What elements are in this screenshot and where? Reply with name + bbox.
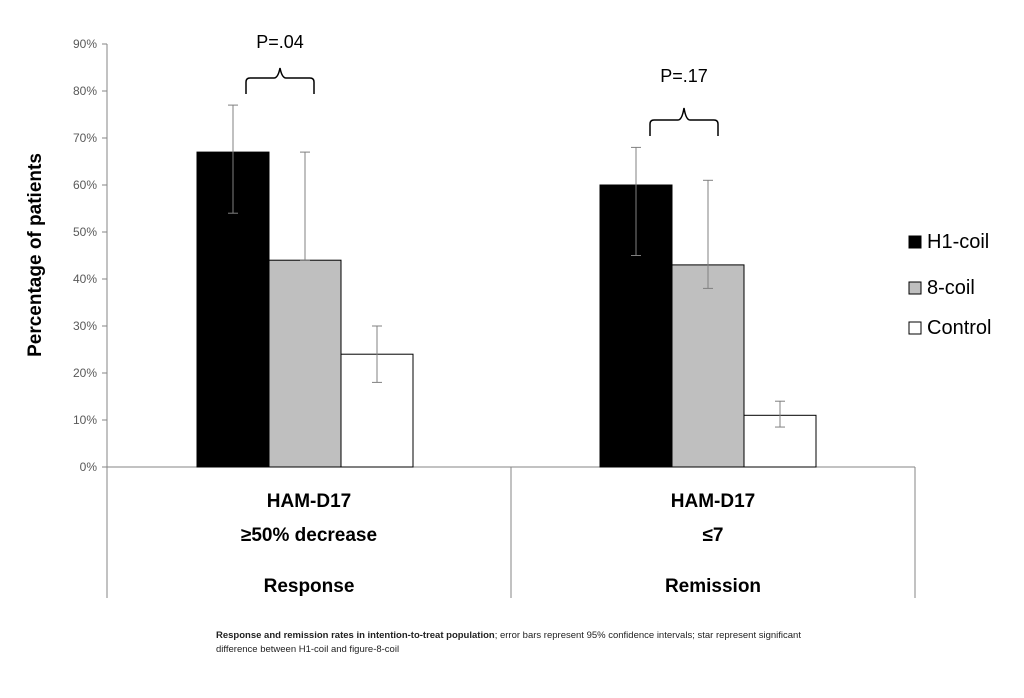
y-axis-title: Percentage of patients <box>25 153 46 357</box>
legend-swatch-h1-coil <box>908 235 922 249</box>
category-line1-label: HAM-D17 <box>267 491 351 512</box>
y-tick-label: 90% <box>73 37 97 51</box>
p-value-annotation: P=.17 <box>660 66 708 86</box>
y-tick-label: 80% <box>73 84 97 98</box>
category-line2-label: ≥50% decrease <box>241 525 377 546</box>
legend-label-h1-coil: H1-coil <box>927 231 989 253</box>
chart-labels: Percentage of patients HAM-D17 ≥50% decrea… <box>25 32 761 597</box>
p-value-annotation: P=.04 <box>256 32 304 52</box>
y-tick-label: 20% <box>73 366 97 380</box>
y-tick-label: 70% <box>73 131 97 145</box>
legend-swatch-control <box>908 321 922 335</box>
y-tick-label: 30% <box>73 319 97 333</box>
category-line1-label: HAM-D17 <box>671 491 755 512</box>
legend-label-8-coil: 8-coil <box>927 277 975 299</box>
legend: H1-coil 8-coil Control <box>908 231 991 339</box>
y-tick-label: 60% <box>73 178 97 192</box>
y-tick-label: 0% <box>80 460 98 474</box>
y-tick-label: 40% <box>73 272 97 286</box>
chart-bars <box>196 104 817 468</box>
bar-8-coil-response <box>268 259 342 468</box>
caption-bold: Response and remission rates in intentio… <box>216 630 495 641</box>
legend-swatch-8-coil <box>908 281 922 295</box>
category-line2-label: ≤7 <box>703 525 724 546</box>
chart-axes: 0% 10% 20% 30% 40% 50% 60% 70% 80% 90% <box>73 37 916 598</box>
caption-rest: ; error bars represent 95% confidence in… <box>216 630 801 655</box>
significance-bracket <box>245 67 315 94</box>
y-tick-label: 10% <box>73 413 97 427</box>
legend-label-control: Control <box>927 317 991 339</box>
significance-bracket <box>649 107 719 136</box>
category-group-label: Response <box>264 576 355 597</box>
bar-8-coil-remission <box>671 264 745 468</box>
y-tick-label: 50% <box>73 225 97 239</box>
category-group-label: Remission <box>665 576 761 597</box>
figure-caption: Response and remission rates in intentio… <box>216 629 816 657</box>
